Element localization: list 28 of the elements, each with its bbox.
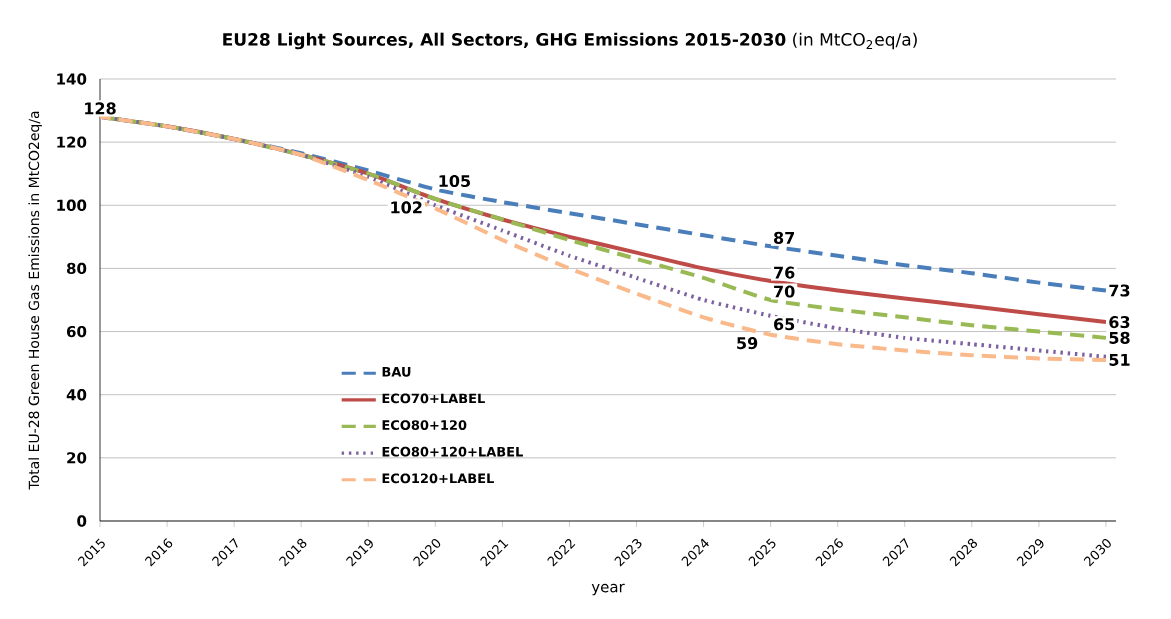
y-axis-title: Total EU-28 Green House Gas Emissions in MtCO2eq/a	[28, 111, 42, 490]
chart-title: EU28 Light Sources, All Sectors, GHG Emissions 2015-2030 (in MtCO$_{2}$eq/a)	[223, 32, 917, 50]
y-tick-label: 60	[67, 325, 87, 338]
data-label: 59	[737, 337, 758, 350]
data-label: 73	[1109, 284, 1130, 297]
y-tick-label: 140	[57, 73, 87, 85]
x-axis-title: year	[591, 583, 625, 596]
legend-label: BAU	[382, 367, 411, 377]
data-label: 87	[774, 231, 795, 244]
legend-label: ECO70+LABEL	[382, 393, 485, 404]
data-label: 65	[774, 318, 795, 331]
data-label: 70	[774, 285, 795, 298]
y-tick-label: 0	[77, 515, 87, 527]
data-label: 76	[774, 266, 795, 279]
data-label: 51	[1109, 354, 1130, 366]
legend-label: ECO80+120+LABEL	[382, 446, 523, 457]
data-label: 63	[1109, 316, 1130, 329]
y-tick-label: 20	[67, 452, 87, 464]
y-tick-label: 80	[66, 262, 87, 275]
y-tick-label: 40	[66, 389, 87, 401]
data-label: 58	[1109, 331, 1130, 344]
y-tick-label: 120	[57, 136, 87, 148]
data-label: 128	[85, 102, 116, 115]
legend-label: ECO120+LABEL	[382, 473, 494, 484]
data-label: 105	[439, 174, 470, 188]
data-label: 102	[391, 201, 422, 214]
y-tick-label: 100	[57, 199, 87, 211]
legend-label: ECO80+120	[382, 420, 467, 430]
